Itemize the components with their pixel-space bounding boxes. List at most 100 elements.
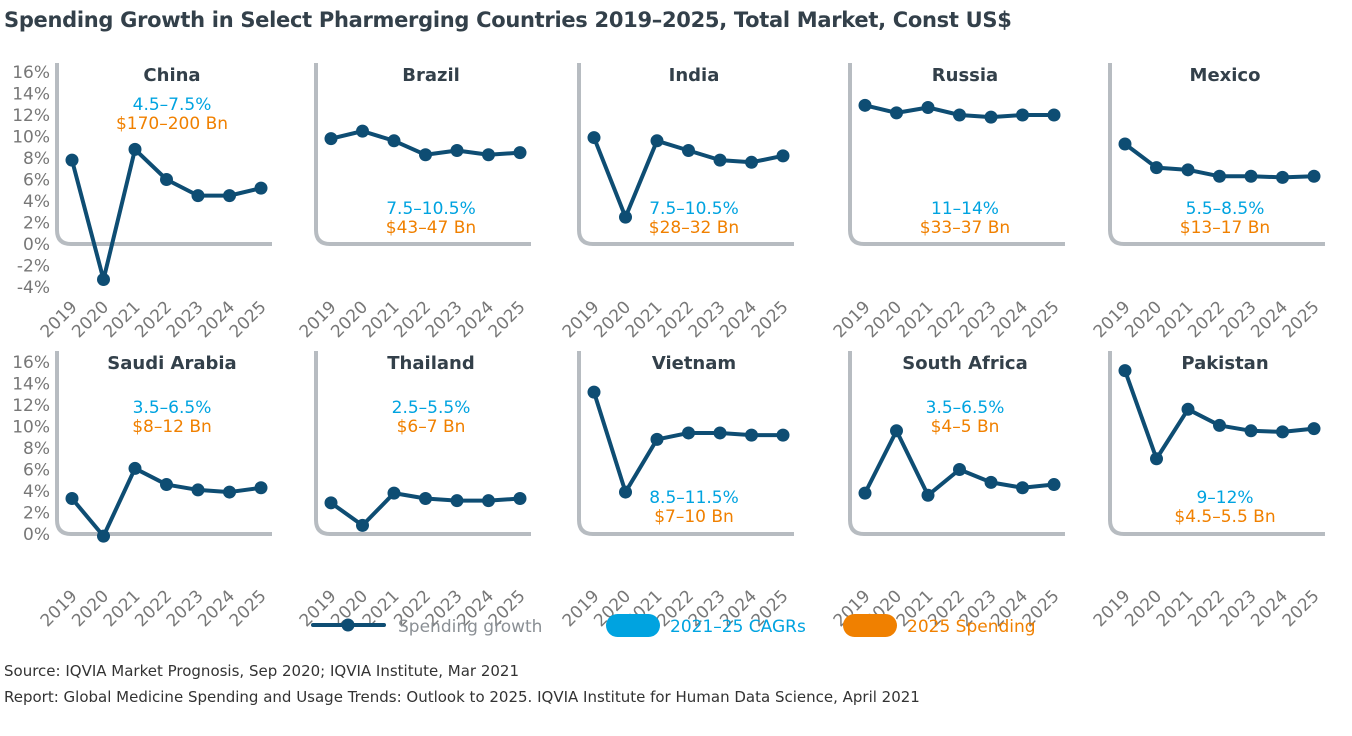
data-point <box>650 432 664 446</box>
data-point <box>1244 169 1258 183</box>
x-tick-label: 2025 <box>226 297 271 342</box>
panel-title: Saudi Arabia <box>107 353 236 374</box>
y-tick-label: 10% <box>12 128 50 148</box>
spending-label: $8–12 Bn <box>132 417 212 437</box>
y-tick-label: 2% <box>23 214 50 234</box>
y-tick-label: 6% <box>23 461 50 481</box>
x-tick-label: 2025 <box>1019 297 1064 342</box>
data-point <box>1181 163 1195 177</box>
data-point <box>713 153 727 167</box>
spending-label: $6–7 Bn <box>397 417 466 437</box>
data-point <box>254 181 268 195</box>
data-point <box>682 143 695 157</box>
data-point <box>1016 108 1029 122</box>
y-tick-label: 8% <box>23 439 50 459</box>
y-tick-label: 0% <box>23 525 50 545</box>
data-point <box>858 486 872 500</box>
data-point <box>97 529 110 543</box>
legend-spending-growth: Spending growth <box>398 617 542 637</box>
data-point <box>776 149 790 163</box>
cagr-label: 8.5–11.5% <box>649 488 739 508</box>
data-point <box>191 483 205 497</box>
data-point <box>65 492 79 506</box>
panel-china: 16%14%12%10%8%6%4%2%0%-2%-4%China2019202… <box>12 63 272 342</box>
y-tick-label: -4% <box>17 278 50 298</box>
data-point <box>682 426 695 440</box>
series-line <box>592 391 783 495</box>
data-point <box>713 426 727 440</box>
data-point <box>1047 108 1061 122</box>
cagr-label: 2.5–5.5% <box>392 398 471 418</box>
data-point <box>160 478 173 492</box>
panel-title: India <box>669 65 720 86</box>
data-point <box>223 189 236 203</box>
data-point <box>97 272 110 286</box>
panel-title: Thailand <box>387 353 474 374</box>
panel-saudi-arabia: 16%14%12%10%8%6%4%2%0%Saudi Arabia201920… <box>12 351 272 631</box>
data-point <box>776 428 790 442</box>
x-tick-label: 2025 <box>1279 586 1324 631</box>
x-tick-label: 2025 <box>485 297 530 342</box>
cagr-label: 4.5–7.5% <box>133 95 212 115</box>
panel-axis <box>314 63 531 246</box>
panel-title: Russia <box>932 65 998 86</box>
data-point <box>356 518 369 532</box>
data-point <box>1276 170 1289 184</box>
data-point <box>953 108 966 122</box>
y-tick-label: 16% <box>12 63 50 83</box>
y-tick-label: 4% <box>23 192 50 212</box>
data-point <box>587 131 601 145</box>
data-point <box>650 134 664 148</box>
data-point <box>65 153 79 167</box>
data-point <box>356 124 369 138</box>
cagr-label: 3.5–6.5% <box>926 398 1005 418</box>
data-point <box>745 155 758 169</box>
x-tick-label: 2025 <box>748 297 793 342</box>
panel-axis <box>848 63 1065 246</box>
data-point <box>1244 424 1258 438</box>
data-point <box>419 148 432 162</box>
panel-title: Pakistan <box>1181 353 1268 374</box>
data-point <box>1213 418 1226 432</box>
data-point <box>1181 402 1195 416</box>
data-point <box>921 100 935 114</box>
data-point <box>1016 481 1029 495</box>
panel-south-africa: South Africa2019202020212022202320242025… <box>830 351 1065 631</box>
data-point <box>890 106 903 120</box>
cagr-label: 5.5–8.5% <box>1186 199 1265 219</box>
cagr-label: 7.5–10.5% <box>649 199 739 219</box>
data-point <box>619 485 632 499</box>
panel-brazil: Brazil20192020202120222023202420257.5–10… <box>296 63 531 342</box>
data-point <box>450 143 464 157</box>
series-line <box>70 147 262 282</box>
legend-cagr: 2021–25 CAGRs <box>670 617 806 637</box>
data-point <box>587 385 601 399</box>
data-point <box>890 424 903 438</box>
y-tick-label: 14% <box>12 375 50 395</box>
data-point <box>1307 169 1321 183</box>
cagr-label: 9–12% <box>1196 488 1253 508</box>
data-point <box>1118 137 1132 151</box>
data-point <box>1150 161 1163 175</box>
spending-label: $4.5–5.5 Bn <box>1174 507 1275 527</box>
y-tick-label: 10% <box>12 418 50 438</box>
legend-cagr-swatch <box>606 614 660 637</box>
panel-axis <box>577 351 794 536</box>
panel-axis <box>55 63 272 246</box>
data-point <box>1213 169 1226 183</box>
data-point <box>223 485 236 499</box>
spending-label: $13–17 Bn <box>1180 218 1270 238</box>
data-point <box>191 189 205 203</box>
panel-pakistan: Pakistan20192020202120222023202420259–12… <box>1090 351 1325 631</box>
cagr-label: 7.5–10.5% <box>386 199 476 219</box>
data-point <box>160 173 173 186</box>
panel-title: South Africa <box>902 353 1027 374</box>
chart-panels: 16%14%12%10%8%6%4%2%0%-2%-4%China2019202… <box>12 63 1325 631</box>
panel-title: Vietnam <box>652 353 736 374</box>
legend-spending: 2025 Spending <box>907 617 1036 637</box>
data-point <box>984 475 998 489</box>
panel-title: Mexico <box>1190 65 1261 86</box>
cagr-label: 11–14% <box>931 199 999 219</box>
legend-spending-swatch <box>843 614 897 637</box>
y-tick-label: 2% <box>23 504 50 524</box>
